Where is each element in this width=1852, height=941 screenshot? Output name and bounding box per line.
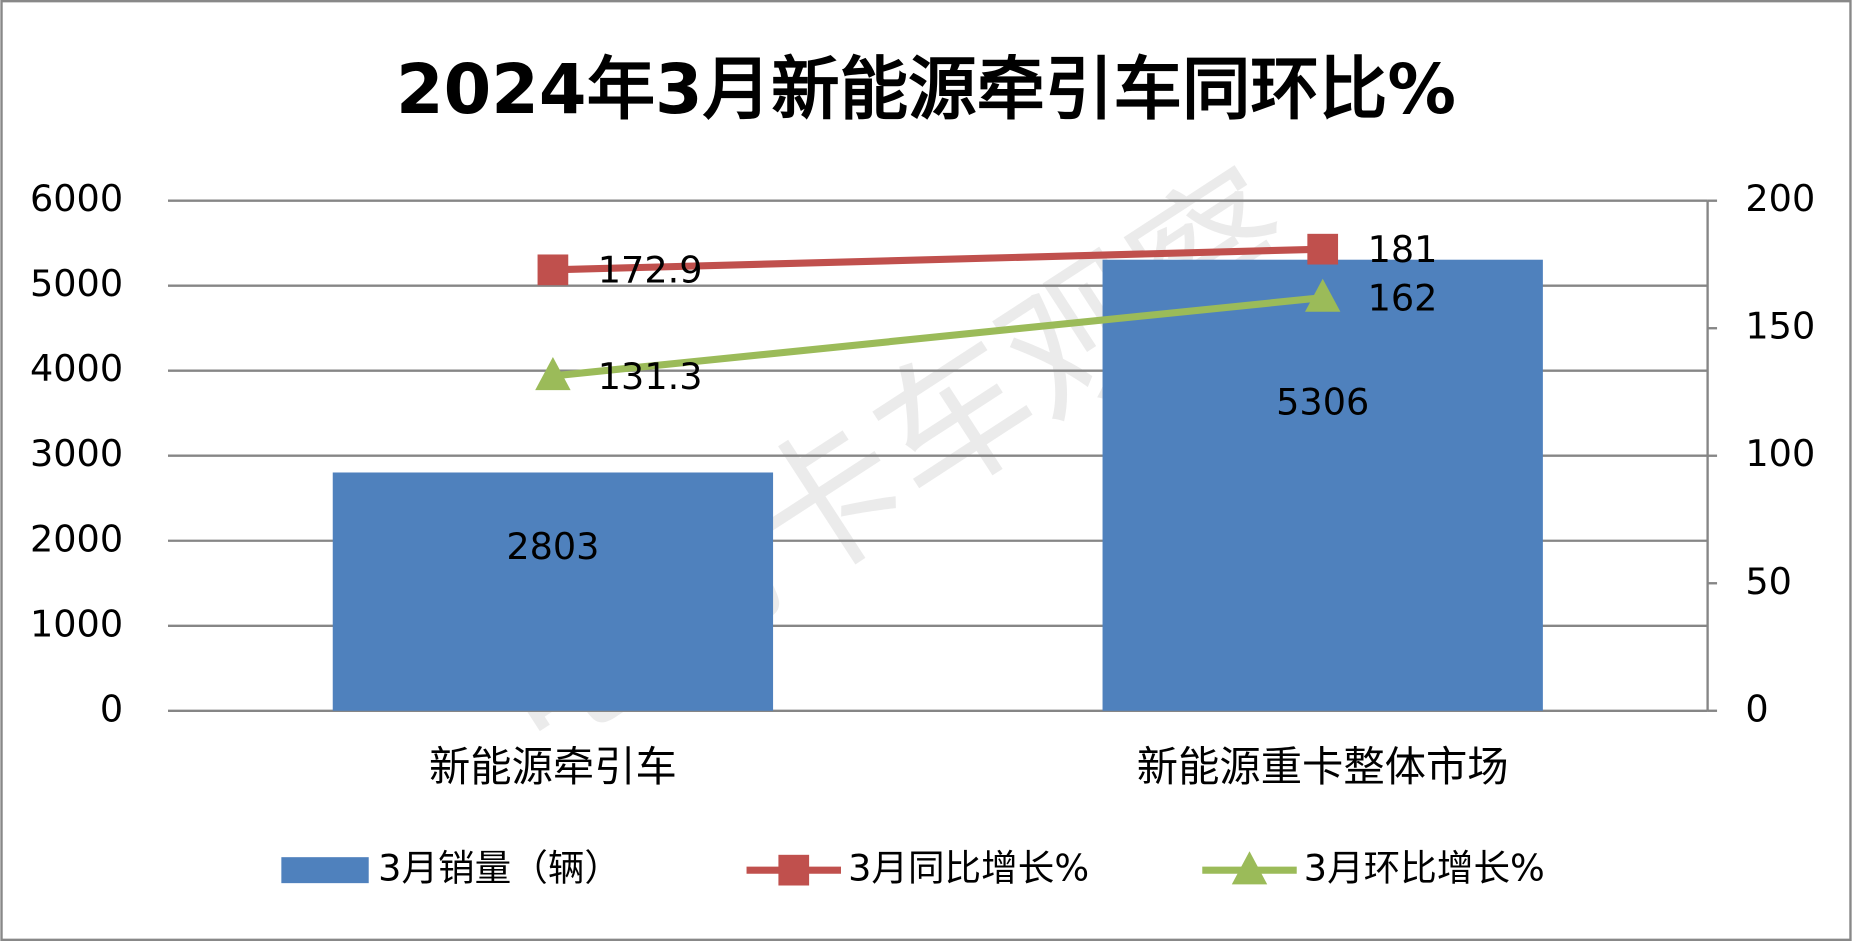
line (552, 294, 1324, 380)
y-tick-label: 1000 (30, 602, 123, 645)
bar (332, 472, 774, 711)
legend-marker (1231, 851, 1268, 885)
line-marker (1304, 278, 1341, 312)
line (552, 245, 1323, 274)
bar (1102, 259, 1543, 711)
line-value-label: 131.3 (598, 355, 703, 398)
line-value-label: 162 (1368, 276, 1438, 319)
legend-label: 3月环比增长% (1304, 847, 1545, 890)
y-tick-label: 5000 (30, 262, 123, 305)
line-marker (537, 254, 569, 286)
y2-tick-label: 150 (1745, 305, 1815, 348)
y-tick-label: 0 (100, 687, 123, 730)
bar-value-label: 5306 (1276, 381, 1369, 424)
x-tick-label: 新能源牵引车 (429, 743, 677, 791)
x-tick-label: 新能源重卡整体市场 (1137, 743, 1509, 791)
line-value-label: 181 (1368, 228, 1438, 271)
chart-title: 2024年3月新能源牵引车同环比% (396, 50, 1456, 130)
y-tick-label: 3000 (30, 432, 123, 475)
bar-value-label: 2803 (506, 525, 599, 568)
y2-tick-label: 0 (1745, 687, 1768, 730)
y-tick-label: 2000 (30, 517, 123, 560)
y-tick-label: 4000 (30, 347, 123, 390)
y2-tick-label: 200 (1745, 177, 1815, 220)
legend-label: 3月同比增长% (848, 847, 1089, 890)
y2-tick-label: 50 (1745, 560, 1792, 603)
line-marker (1307, 233, 1339, 265)
line-marker (535, 357, 571, 391)
y2-tick-label: 100 (1745, 432, 1815, 475)
legend-swatch (281, 857, 369, 884)
legend-marker (778, 854, 810, 886)
y-tick-label: 6000 (30, 177, 123, 220)
legend-label: 3月销量（辆） (378, 847, 621, 890)
line-value-label: 172.9 (598, 249, 703, 292)
